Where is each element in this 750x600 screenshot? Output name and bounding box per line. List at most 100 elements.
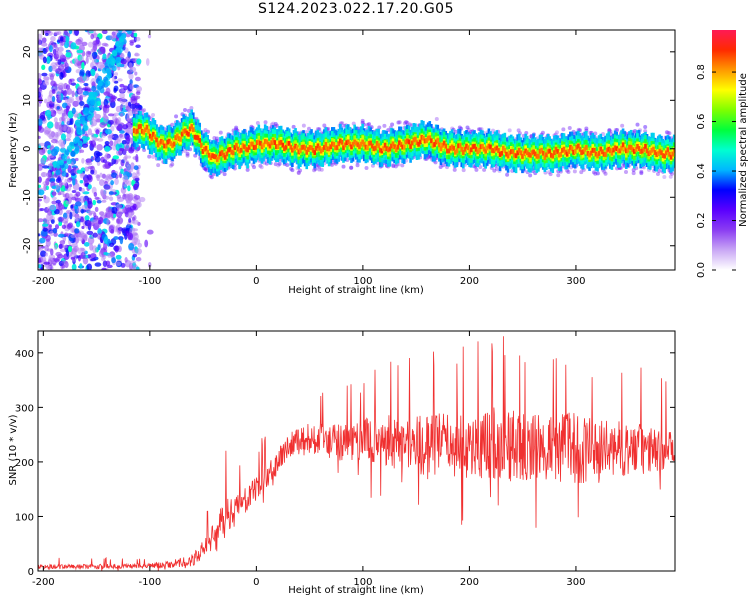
heatmap-cell [67,165,72,174]
heatmap-cell [94,196,100,200]
heatmap-cell [92,232,98,238]
heatmap-cell [489,144,492,150]
heatmap-cell [168,138,171,144]
heatmap-cell [599,146,603,152]
heatmap-cell [554,146,558,152]
heatmap-cell [391,164,396,169]
heatmap-cell [271,137,275,143]
heatmap-cell [90,68,96,77]
heatmap-cell [473,143,476,149]
heatmap-cell [565,151,569,157]
heatmap-cell [455,148,459,154]
heatmap-cell [113,87,117,93]
colorbar-tick-label: 0.0 [696,262,707,278]
heatmap-cell [38,189,45,196]
heatmap-cell [607,128,612,133]
heatmap-cell [524,148,527,154]
heatmap-cell [66,158,72,165]
heatmap-cell [169,141,173,147]
heatmap-cell [581,149,585,155]
heatmap-cell [522,151,526,156]
heatmap-cell [107,113,115,117]
heatmap-cell [115,46,121,53]
heatmap-cell [656,151,660,157]
heatmap-cell [156,163,161,168]
heatmap-cell [124,256,128,263]
heatmap-cell [396,120,401,125]
heatmap-cell [73,247,78,253]
heatmap-cell [133,32,138,38]
heatmap-cell [185,130,189,136]
heatmap-cell [222,152,225,158]
heatmap-cell [130,96,138,101]
heatmap-cell [163,143,166,149]
heatmap-cell [497,148,500,153]
heatmap-cell [155,137,158,143]
heatmap-cell [71,189,77,194]
heatmap-cell [110,59,116,66]
heatmap-cell [204,145,208,151]
heatmap-cell [450,144,454,150]
heatmap-cell [668,174,673,179]
heatmap-cell [164,143,168,149]
heatmap-cell [593,131,598,136]
heatmap-cell [54,224,60,230]
heatmap-cell [161,140,165,145]
heatmap-cell [53,117,58,123]
heatmap-cell [39,208,45,212]
heatmap-cell [569,144,572,150]
heatmap-cell [527,152,531,157]
heatmap-cell [38,118,43,126]
heatmap-cell [343,142,347,148]
heatmap-cell [57,46,64,52]
heatmap-cell [135,44,141,49]
heatmap-cell [530,150,534,156]
heatmap-cell [442,140,446,146]
heatmap-x-label: Height of straight line (km) [288,285,424,296]
heatmap-cell [134,71,138,76]
heatmap-cell [645,148,649,154]
heatmap-cell [335,145,339,151]
heatmap-cell [91,85,97,92]
heatmap-cell [398,140,401,146]
heatmap-cell [38,245,41,251]
heatmap-cell [60,133,67,141]
heatmap-cell [407,122,412,127]
y-tick-label: 10 [22,94,33,107]
heatmap-cell [43,195,47,200]
heatmap-cell [79,195,85,204]
heatmap-cell [133,194,141,200]
heatmap-cell [430,138,433,144]
heatmap-cell [127,185,131,192]
x-tick-label: 100 [353,276,372,287]
heatmap-cell [44,252,49,257]
heatmap-cell [128,262,134,270]
heatmap-cell [279,139,283,145]
heatmap-cell [86,161,93,166]
heatmap-cell [664,150,668,156]
heatmap-cell [92,199,97,206]
heatmap-cell [38,163,46,167]
heatmap-cell [103,98,109,107]
heatmap-cell [655,152,658,157]
heatmap-cell [393,164,398,169]
heatmap-cell [42,227,48,232]
heatmap-cell [249,141,253,147]
heatmap-cell [663,153,666,159]
heatmap-cell [66,87,73,96]
heatmap-cell [251,141,254,147]
heatmap-cell [297,149,301,155]
heatmap-cell [661,153,665,159]
heatmap-cell [118,144,123,148]
heatmap-cell [52,227,58,234]
heatmap-cell [133,183,139,190]
heatmap-cell [559,151,563,157]
heatmap-cell [71,243,78,248]
heatmap-cell [132,228,138,232]
heatmap-cell [101,256,105,262]
heatmap-cell [109,242,115,247]
heatmap-cell [241,143,245,148]
colorbar-ticks: 0.00.20.40.60.8 [696,64,736,278]
heatmap-cell [115,261,121,266]
heatmap-cell [669,154,673,160]
